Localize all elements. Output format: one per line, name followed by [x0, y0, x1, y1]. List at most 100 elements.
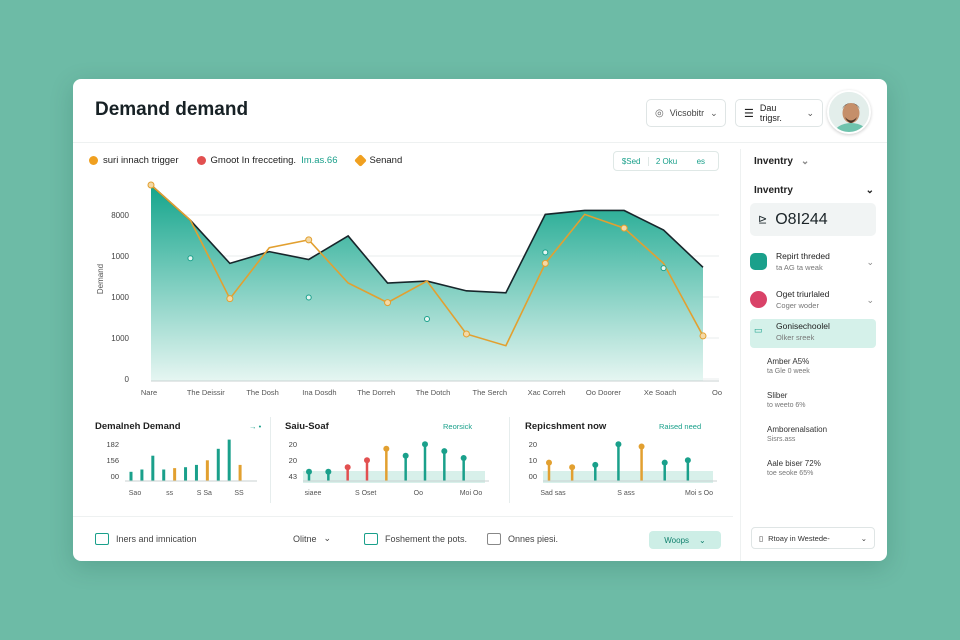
legend-label: Senand	[369, 154, 403, 166]
sidebar-item[interactable]: Oget triurlaled Coger woder ⌄	[750, 287, 876, 315]
legend-item[interactable]: Gmoot In frecceting. Im.as.66	[196, 155, 338, 166]
footer-label: Onnes piesi.	[508, 534, 559, 544]
x-tick-label: Sao	[129, 490, 142, 497]
segment-a[interactable]: $Sed	[614, 156, 650, 166]
bar-cap	[638, 443, 645, 450]
data-point[interactable]	[620, 224, 628, 232]
footer-item[interactable]: Onnes piesi.	[487, 533, 558, 545]
x-tick-label: Sad sas	[540, 490, 566, 497]
data-point[interactable]	[147, 181, 155, 189]
y-axis-label: Demand	[96, 264, 105, 294]
data-point[interactable]	[305, 236, 313, 244]
footer-action-button[interactable]: Woops ⌄	[649, 531, 721, 549]
y-tick-label: 156	[106, 456, 119, 465]
dashboard-card: Demand demand ◎ Vicsobitr ⌄ ☰ Dau trigsr…	[73, 79, 887, 561]
legend-marker	[196, 155, 206, 165]
inventory-value-box: ⊵ O8I244	[750, 203, 876, 236]
mini-subtitle: Raised need	[659, 422, 702, 431]
mini-arrow-icon: → •	[249, 422, 262, 431]
stat-title: Aale biser 72%	[767, 459, 821, 468]
data-point[interactable]	[187, 255, 194, 262]
chevron-down-icon: ⌄	[699, 535, 706, 545]
data-point[interactable]	[542, 249, 549, 256]
mini-chart-panel: Demalneh Demand → • 182 156 00 Sao ss S Sa SS	[89, 415, 269, 509]
data-point[interactable]	[541, 259, 549, 267]
alert-icon	[750, 291, 767, 308]
chevron-down-icon: ⌄	[323, 533, 332, 543]
segment-c[interactable]: es	[696, 156, 706, 166]
view-label: Vicsobitr	[669, 108, 705, 118]
y-tick-label: 1000	[111, 293, 129, 302]
sidebar-footer-dropdown[interactable]: ▯ Rtoay in Westede- ⌄	[751, 527, 875, 549]
bar-cap	[684, 457, 691, 464]
area-series	[151, 185, 703, 381]
baseline-band	[543, 471, 713, 483]
legend-label: suri innach trigger	[103, 154, 179, 166]
x-tick-label: The Dosh	[246, 388, 279, 397]
sidebar-heading[interactable]: Inventry ⌄	[754, 156, 809, 167]
stat-subtitle: to weeto 6%	[767, 402, 806, 409]
list-icon: ▭	[754, 325, 763, 335]
grid-icon	[95, 533, 109, 545]
sidebar-item-selected[interactable]: ▭ Gonisechoolel Olker sreek	[750, 319, 876, 348]
button-label: Woops	[664, 535, 690, 545]
data-point[interactable]	[305, 294, 312, 301]
segment-b[interactable]: 2 Oku	[655, 156, 678, 166]
avatar[interactable]	[827, 90, 871, 134]
segment-control[interactable]: $Sed 2 Oku es	[613, 151, 719, 171]
bar-cap	[364, 457, 370, 464]
x-tick-label: The Dorreh	[357, 388, 395, 397]
legend-item[interactable]: Senand	[353, 153, 403, 167]
chevron-down-icon: ⌄	[800, 156, 810, 167]
table-icon	[364, 533, 378, 545]
y-tick-label: 1000	[111, 252, 129, 261]
view-selector[interactable]: ◎ Vicsobitr ⌄	[646, 99, 726, 127]
mini-chart: 182 156 00 Sao ss S Sa SS	[106, 439, 257, 497]
data-point[interactable]	[226, 295, 234, 303]
x-tick-label: S Sa	[197, 490, 212, 497]
stat-subtitle: toe seoke 65%	[767, 470, 814, 477]
y-tick-label: 20	[289, 456, 297, 465]
trigger-selector[interactable]: ☰ Dau trigsr. ⌄	[735, 99, 823, 127]
footer-dropdown[interactable]: Olitne ⌄	[293, 533, 331, 544]
sidebar-section-header[interactable]: Inventry ⌄	[754, 185, 874, 196]
x-tick-label: Moi Oo	[460, 490, 483, 497]
page-title: Demand demand	[95, 99, 249, 120]
footer-dropdown-label: Rtoay in Westede-	[768, 533, 830, 543]
folder-icon	[487, 533, 501, 545]
footer-label: Foshement the pots.	[385, 534, 468, 544]
mini-title: Saiu-Soaf	[285, 421, 329, 432]
data-point[interactable]	[462, 330, 470, 338]
mini-chart-panel: Repicshment now Raised need 20 10 00 Sad sa…	[517, 415, 729, 509]
x-tick-label: ss	[166, 490, 174, 497]
x-tick-label: S Oset	[355, 490, 376, 497]
data-point[interactable]	[384, 299, 392, 307]
header: Demand demand ◎ Vicsobitr ⌄ ☰ Dau trigsr…	[73, 79, 887, 143]
item-subtitle: Coger woder	[776, 301, 819, 310]
y-tick-label: 182	[106, 440, 119, 449]
mini-title: Demalneh Demand	[95, 421, 181, 432]
mini-title: Repicshment now	[525, 421, 607, 432]
data-point[interactable]	[660, 265, 667, 272]
footer-item[interactable]: Foshement the pots.	[364, 533, 467, 545]
footer-item[interactable]: Iners and imnication	[95, 533, 197, 545]
sidebar-item[interactable]: Repirt threded ta AG ta weak ⌄	[750, 249, 876, 277]
legend-marker	[89, 155, 98, 165]
stat-title: Amborenalsation	[767, 425, 828, 434]
bar-cap	[460, 455, 467, 461]
data-point[interactable]	[699, 332, 707, 340]
legend-item[interactable]: suri innach trigger	[89, 155, 179, 166]
y-tick-label: 10	[529, 456, 537, 465]
item-title: Oget triurlaled	[776, 289, 830, 299]
x-tick-label: Ina Dosdh	[302, 388, 336, 397]
data-point[interactable]	[424, 316, 430, 323]
stat-item: Aale biser 72% toe seoke 65%	[767, 459, 821, 477]
x-tick-label: The Dotch	[416, 388, 451, 397]
x-tick-label: Oo	[712, 388, 722, 397]
main-chart: 8000 1000 1000 1000 0 Demand Nare The Deissir Th…	[96, 181, 722, 397]
menu-icon: ☰	[744, 107, 754, 120]
x-tick-label: Oo	[414, 490, 423, 497]
bar-cap	[615, 441, 622, 448]
chevron-down-icon: ⌄	[806, 107, 814, 118]
calendar-icon: ▯	[759, 533, 764, 543]
